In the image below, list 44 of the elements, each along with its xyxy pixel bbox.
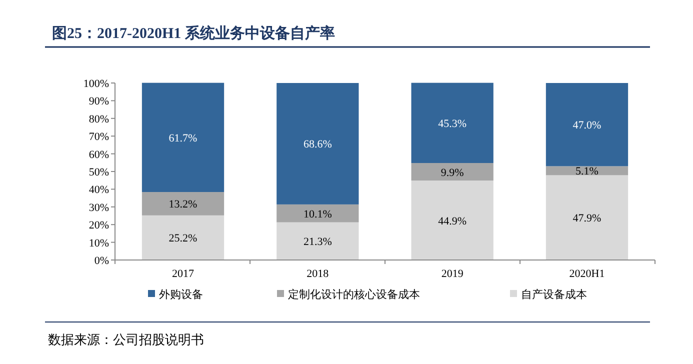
bar — [142, 82, 224, 192]
data-label: 9.9% — [440, 166, 464, 179]
data-label: 44.9% — [438, 215, 467, 228]
bar — [276, 83, 359, 204]
data-label: 10.1% — [303, 208, 332, 220]
x-tick-label: 2019 — [441, 268, 464, 280]
bar — [546, 175, 628, 260]
y-tick-label: 100% — [83, 78, 109, 90]
legend-label: 外购设备 — [159, 289, 203, 301]
y-tick-label: 10% — [88, 237, 109, 250]
x-tick-label: 2017 — [172, 268, 195, 280]
y-tick-label: 40% — [88, 184, 109, 196]
bar — [276, 204, 359, 222]
y-tick-label: 0% — [94, 255, 109, 267]
bar — [546, 166, 628, 176]
data-label: 68.6% — [303, 138, 332, 151]
data-label: 5.1% — [576, 166, 598, 178]
data-label: 47.0% — [572, 120, 602, 132]
bar — [411, 82, 494, 164]
y-tick-label: 90% — [88, 96, 109, 108]
y-tick-label: 70% — [88, 131, 109, 144]
x-tick-label: 2020H1 — [569, 268, 605, 280]
data-label: 45.3% — [438, 118, 467, 130]
chart-title: 图25：2017-2020H1 系统业务中设备自产率 — [52, 24, 335, 42]
bar — [276, 222, 359, 260]
x-tick-label: 2018 — [306, 268, 330, 280]
y-tick-label: 50% — [88, 166, 109, 178]
bar — [142, 192, 224, 216]
y-tick-label: 30% — [88, 202, 109, 214]
legend-label: 定制化设计的核心设备成本 — [288, 288, 420, 301]
data-label: 25.2% — [168, 232, 198, 245]
y-tick-label: 20% — [88, 220, 109, 232]
source-note: 数据来源：公司招股说明书 — [48, 332, 204, 347]
bar — [546, 83, 628, 166]
y-tick-label: 80% — [88, 113, 109, 126]
data-label: 13.2% — [168, 198, 198, 211]
legend-label: 自产设备成本 — [521, 288, 587, 301]
bar — [411, 180, 494, 260]
data-label: 61.7% — [168, 132, 198, 144]
bar — [142, 215, 224, 260]
bar — [411, 163, 494, 181]
y-tick-label: 60% — [88, 148, 109, 161]
data-label: 21.3% — [303, 236, 332, 248]
data-label: 47.9% — [572, 212, 602, 225]
